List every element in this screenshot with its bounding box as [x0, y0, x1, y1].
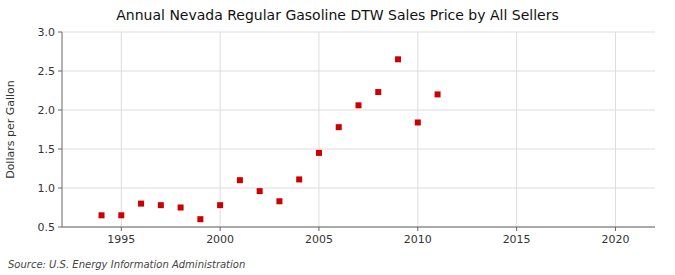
scatter-point — [138, 201, 144, 207]
scatter-point — [336, 124, 342, 130]
chart-title: Annual Nevada Regular Gasoline DTW Sales… — [116, 7, 558, 23]
grid-line-x — [516, 32, 517, 227]
chart-container: 1995 2000 2005 2010 2015 2020 0.5 1.0 1.5 2.0 2.5 3… — [0, 0, 675, 275]
x-tick-label: 2015 — [503, 233, 531, 246]
y-tick-label: 0.5 — [38, 221, 56, 234]
grid-line-x — [220, 32, 221, 227]
y-axis-label: Dollars per Gallon — [4, 80, 17, 179]
y-tick — [58, 188, 62, 189]
grid-line-y — [62, 32, 655, 33]
x-tick-label: 1995 — [107, 233, 135, 246]
scatter-point — [257, 188, 263, 194]
y-tick — [58, 110, 62, 111]
scatter-point — [435, 91, 441, 97]
y-tick — [58, 71, 62, 72]
y-tick-label: 3.0 — [38, 26, 56, 39]
scatter-point — [158, 202, 164, 208]
scatter-point — [395, 56, 401, 62]
y-tick — [58, 149, 62, 150]
x-tick-label: 2010 — [404, 233, 432, 246]
grid-line-y — [62, 227, 655, 228]
grid-line-y — [62, 149, 655, 150]
chart-svg: 1995 2000 2005 2010 2015 2020 0.5 1.0 1.5 2.0 2.5 3… — [0, 0, 675, 275]
x-tick-label: 2005 — [305, 233, 333, 246]
y-axis-line — [62, 32, 63, 227]
x-tick — [121, 227, 122, 231]
x-tick — [417, 227, 418, 231]
grid-line-x — [318, 32, 319, 227]
grid-line-x — [121, 32, 122, 227]
x-tick-label: 2000 — [206, 233, 234, 246]
x-tick — [516, 227, 517, 231]
y-tick-label: 2.0 — [38, 104, 56, 117]
grid-line-y — [62, 110, 655, 111]
points — [99, 56, 441, 222]
y-tick — [58, 227, 62, 228]
y-tick-label: 1.0 — [38, 182, 56, 195]
y-tick-label: 1.5 — [38, 143, 56, 156]
x-tick — [220, 227, 221, 231]
x-tick — [318, 227, 319, 231]
source-note: Source: U.S. Energy Information Administ… — [8, 259, 245, 270]
scatter-point — [237, 177, 243, 183]
scatter-point — [356, 102, 362, 108]
scatter-point — [296, 176, 302, 182]
x-axis-line — [62, 227, 655, 228]
scatter-point — [276, 198, 282, 204]
scatter-point — [118, 212, 124, 218]
y-tick — [58, 32, 62, 33]
scatter-point — [415, 119, 421, 125]
scatter-point — [178, 205, 184, 211]
scatter-point — [99, 212, 105, 218]
grid-line-y — [62, 188, 655, 189]
grid-line-x — [615, 32, 616, 227]
grid-line-y — [62, 71, 655, 72]
grid-line-x — [417, 32, 418, 227]
scatter-point — [316, 150, 322, 156]
scatter-point — [197, 216, 203, 222]
x-tick — [615, 227, 616, 231]
scatter-point — [375, 89, 381, 95]
scatter-point — [217, 202, 223, 208]
axes: 1995 2000 2005 2010 2015 2020 0.5 1.0 1.5 2.0 2.5 3… — [38, 26, 656, 246]
grid — [62, 32, 655, 227]
x-tick-label: 2020 — [601, 233, 629, 246]
y-tick-label: 2.5 — [38, 65, 56, 78]
